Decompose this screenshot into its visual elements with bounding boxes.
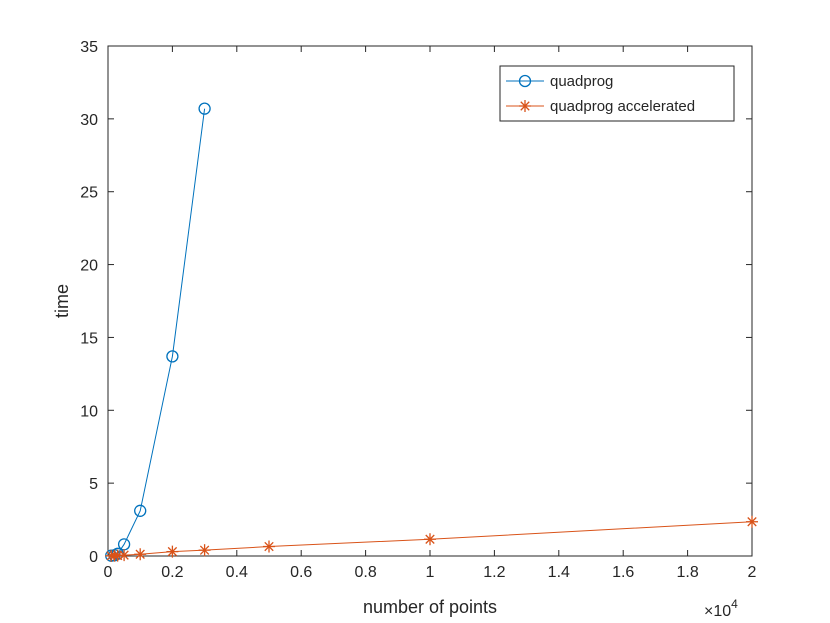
x-tick-label: 0.8 [354, 564, 376, 581]
legend-label-quadprog: quadprog [550, 73, 613, 90]
data-point [424, 533, 436, 546]
x-exponent-base: ×10 [704, 603, 731, 620]
x-exponent-power: 4 [731, 597, 738, 611]
x-tick-label: 2 [748, 564, 757, 581]
y-tick-label: 10 [80, 403, 98, 420]
x-tick-label: 1.2 [483, 564, 505, 581]
data-point [166, 350, 179, 363]
plot-area [107, 45, 753, 557]
y-tick-label: 25 [80, 185, 98, 202]
data-point [198, 544, 211, 557]
y-axis: 0 5 10 15 20 25 30 35 [80, 39, 752, 566]
series-1 [105, 515, 758, 562]
legend-box [499, 65, 735, 122]
y-tick-label: 35 [80, 39, 98, 56]
legend: quadprog quadprog accelerated [499, 65, 735, 122]
legend-marker-quadprog-accelerated [519, 100, 531, 112]
data-point [134, 504, 147, 517]
x-tick-label: 1.4 [548, 564, 570, 581]
x-tick-label: 1.8 [676, 564, 698, 581]
x-axis-label: number of points [363, 597, 497, 617]
y-axis-label: time [52, 284, 72, 318]
x-exponent-label: ×104 [704, 597, 738, 620]
x-tick-label: 0.4 [226, 564, 248, 581]
y-tick-label: 15 [80, 330, 98, 347]
data-point [746, 515, 758, 528]
data-point [263, 540, 275, 553]
x-tick-label: 0.6 [290, 564, 312, 581]
data-point [134, 548, 147, 561]
series-layer [105, 102, 758, 562]
x-tick-label: 0 [104, 564, 113, 581]
x-axis: 0 0.2 0.4 0.6 0.8 1 1.2 1.4 1.6 1.8 2 [104, 46, 757, 581]
y-tick-label: 0 [89, 549, 98, 566]
y-tick-label: 30 [80, 112, 98, 129]
legend-marker-quadprog [518, 74, 532, 88]
legend-label-quadprog-accelerated: quadprog accelerated [550, 98, 695, 115]
x-tick-label: 0.2 [161, 564, 183, 581]
y-tick-label: 5 [89, 476, 98, 493]
x-tick-label: 1.6 [612, 564, 634, 581]
data-point [118, 549, 131, 562]
x-tick-label: 1 [426, 564, 435, 581]
data-point [198, 102, 211, 115]
legend-asterisk-shape [519, 100, 531, 112]
data-point [166, 545, 179, 558]
y-tick-label: 20 [80, 258, 98, 275]
